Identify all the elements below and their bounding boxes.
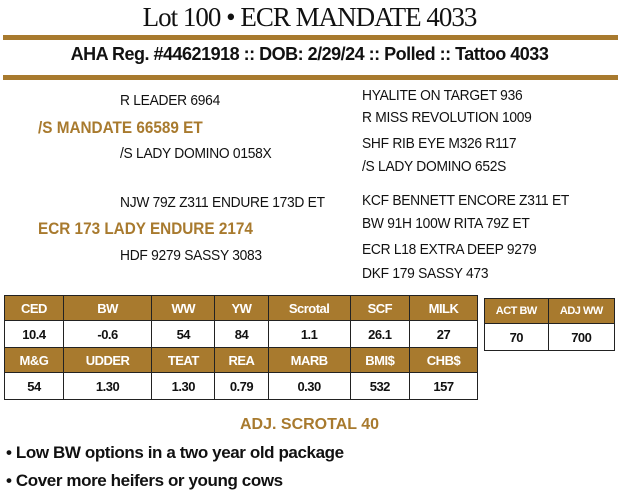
epd-header: MARB <box>267 347 351 373</box>
actual-weights-table: ACT BW ADJ WW 70 700 <box>484 298 616 351</box>
epd-value: 1.1 <box>267 320 351 348</box>
registration-line: AHA Reg. #44621918 :: DOB: 2/29/24 :: Po… <box>70 44 549 64</box>
epd-value: 1.30 <box>151 372 216 400</box>
ancestor: DKF 179 SASSY 473 <box>362 265 489 282</box>
epd-value: 532 <box>349 372 411 400</box>
weight-header: ACT BW <box>484 298 549 324</box>
epd-header: SCF <box>349 295 411 321</box>
epd-header: YW <box>214 295 269 321</box>
ancestor: BW 91H 100W RITA 79Z ET <box>362 215 530 232</box>
dam-dam: HDF 9279 SASSY 3083 <box>120 247 262 264</box>
epd-value: -0.6 <box>62 320 153 348</box>
divider <box>3 35 618 40</box>
weight-value: 70 <box>484 323 549 351</box>
epd-header: CHB$ <box>409 347 478 373</box>
epd-value: 0.30 <box>267 372 351 400</box>
epd-header: REA <box>214 347 269 373</box>
epd-value: 0.79 <box>214 372 269 400</box>
epd-header: TEAT <box>151 347 216 373</box>
ancestor: R MISS REVOLUTION 1009 <box>362 109 532 126</box>
epd-header: WW <box>151 295 216 321</box>
epd-header: Scrotal <box>267 295 351 321</box>
epd-header: BMI$ <box>349 347 411 373</box>
epd-value: 54 <box>4 372 64 400</box>
epd-header: UDDER <box>62 347 153 373</box>
epd-value: 84 <box>214 320 269 348</box>
lot-title: Lot 100 • ECR MANDATE 4033 <box>142 2 478 32</box>
bullet-text: Cover more heifers or young cows <box>15 471 283 490</box>
dam-sire: NJW 79Z Z311 ENDURE 173D ET <box>120 194 325 211</box>
epd-value: 157 <box>409 372 478 400</box>
sire-sire: R LEADER 6964 <box>120 92 220 109</box>
bullet-item: • Cover more heifers or young cows <box>6 471 283 490</box>
epd-header: BW <box>62 295 153 321</box>
ancestor: KCF BENNETT ENCORE Z311 ET <box>362 192 570 209</box>
epd-value: 1.30 <box>62 372 153 400</box>
bullet-text: Low BW options in a two year old package <box>15 443 344 462</box>
epd-value: 26.1 <box>349 320 411 348</box>
epd-value: 54 <box>151 320 216 348</box>
ancestor: ECR L18 EXTRA DEEP 9279 <box>362 241 537 258</box>
weight-header: ADJ WW <box>547 298 616 324</box>
ancestor: SHF RIB EYE M326 R117 <box>362 135 517 152</box>
epd-header: CED <box>4 295 64 321</box>
sire-dam: /S LADY DOMINO 0158X <box>120 145 272 162</box>
epd-value: 10.4 <box>4 320 64 348</box>
ancestor: /S LADY DOMINO 652S <box>362 158 507 175</box>
weight-value: 700 <box>547 323 616 351</box>
adj-scrotal: ADJ. SCROTAL 40 <box>240 416 379 433</box>
divider <box>3 75 618 80</box>
sire-name: /S MANDATE 66589 ET <box>38 118 203 137</box>
epd-header: MILK <box>409 295 478 321</box>
epd-table: CED BW WW YW Scrotal SCF MILK 10.4 -0.6 … <box>4 295 478 400</box>
dam-name: ECR 173 LADY ENDURE 2174 <box>38 219 253 238</box>
epd-header: M&G <box>4 347 64 373</box>
ancestor: HYALITE ON TARGET 936 <box>362 87 523 104</box>
bullet-item: • Low BW options in a two year old packa… <box>6 443 344 462</box>
epd-value: 27 <box>409 320 478 348</box>
